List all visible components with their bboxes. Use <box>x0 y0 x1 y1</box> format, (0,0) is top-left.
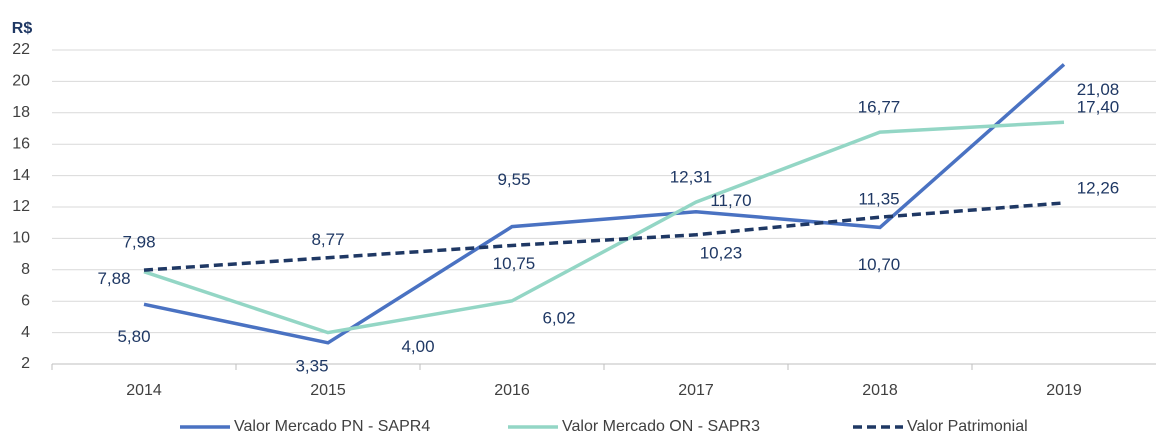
y-tick-label: 18 <box>12 104 30 121</box>
data-label: 7,98 <box>122 233 155 252</box>
data-label: 10,70 <box>858 255 901 274</box>
y-tick-label: 22 <box>12 41 30 58</box>
data-label: 8,77 <box>311 230 344 249</box>
data-label: 5,80 <box>117 327 150 346</box>
data-label: 3,35 <box>295 356 328 375</box>
data-label: 17,40 <box>1077 98 1120 117</box>
x-tick-label: 2018 <box>862 382 898 399</box>
x-tick-label: 2016 <box>494 382 530 399</box>
data-label: 7,88 <box>97 269 130 288</box>
data-label: 12,26 <box>1077 178 1120 197</box>
data-label: 10,23 <box>700 243 743 262</box>
legend-label: Valor Mercado ON - SAPR3 <box>562 418 760 435</box>
data-label: 21,08 <box>1077 80 1120 99</box>
data-label: 16,77 <box>858 98 901 117</box>
data-label: 6,02 <box>542 308 575 327</box>
legend-label: Valor Patrimonial <box>907 418 1028 435</box>
x-tick-label: 2015 <box>310 382 346 399</box>
data-label: 11,35 <box>858 190 899 209</box>
x-tick-label: 2014 <box>126 382 162 399</box>
data-label: 10,75 <box>493 254 536 273</box>
y-tick-label: 20 <box>12 73 30 90</box>
series-line <box>143 201 1065 272</box>
y-tick-label: 6 <box>21 292 30 309</box>
x-tick-label: 2019 <box>1046 382 1082 399</box>
y-tick-label: 8 <box>21 261 30 278</box>
y-tick-label: 12 <box>12 198 30 215</box>
legend-label: Valor Mercado PN - SAPR4 <box>234 418 430 435</box>
x-tick-label: 2017 <box>678 382 714 399</box>
y-tick-label: 14 <box>12 167 30 184</box>
data-label: 12,31 <box>670 168 713 187</box>
data-label: 4,00 <box>401 337 434 356</box>
series-line <box>143 120 1065 335</box>
data-label: 11,70 <box>710 191 751 210</box>
data-label: 9,55 <box>497 170 530 189</box>
y-tick-label: 2 <box>21 355 30 372</box>
y-tick-label: 10 <box>12 230 30 247</box>
y-tick-label: 4 <box>21 324 30 341</box>
y-tick-label: 16 <box>12 135 30 152</box>
y-unit: R$ <box>12 20 33 37</box>
series-line <box>143 63 1066 345</box>
